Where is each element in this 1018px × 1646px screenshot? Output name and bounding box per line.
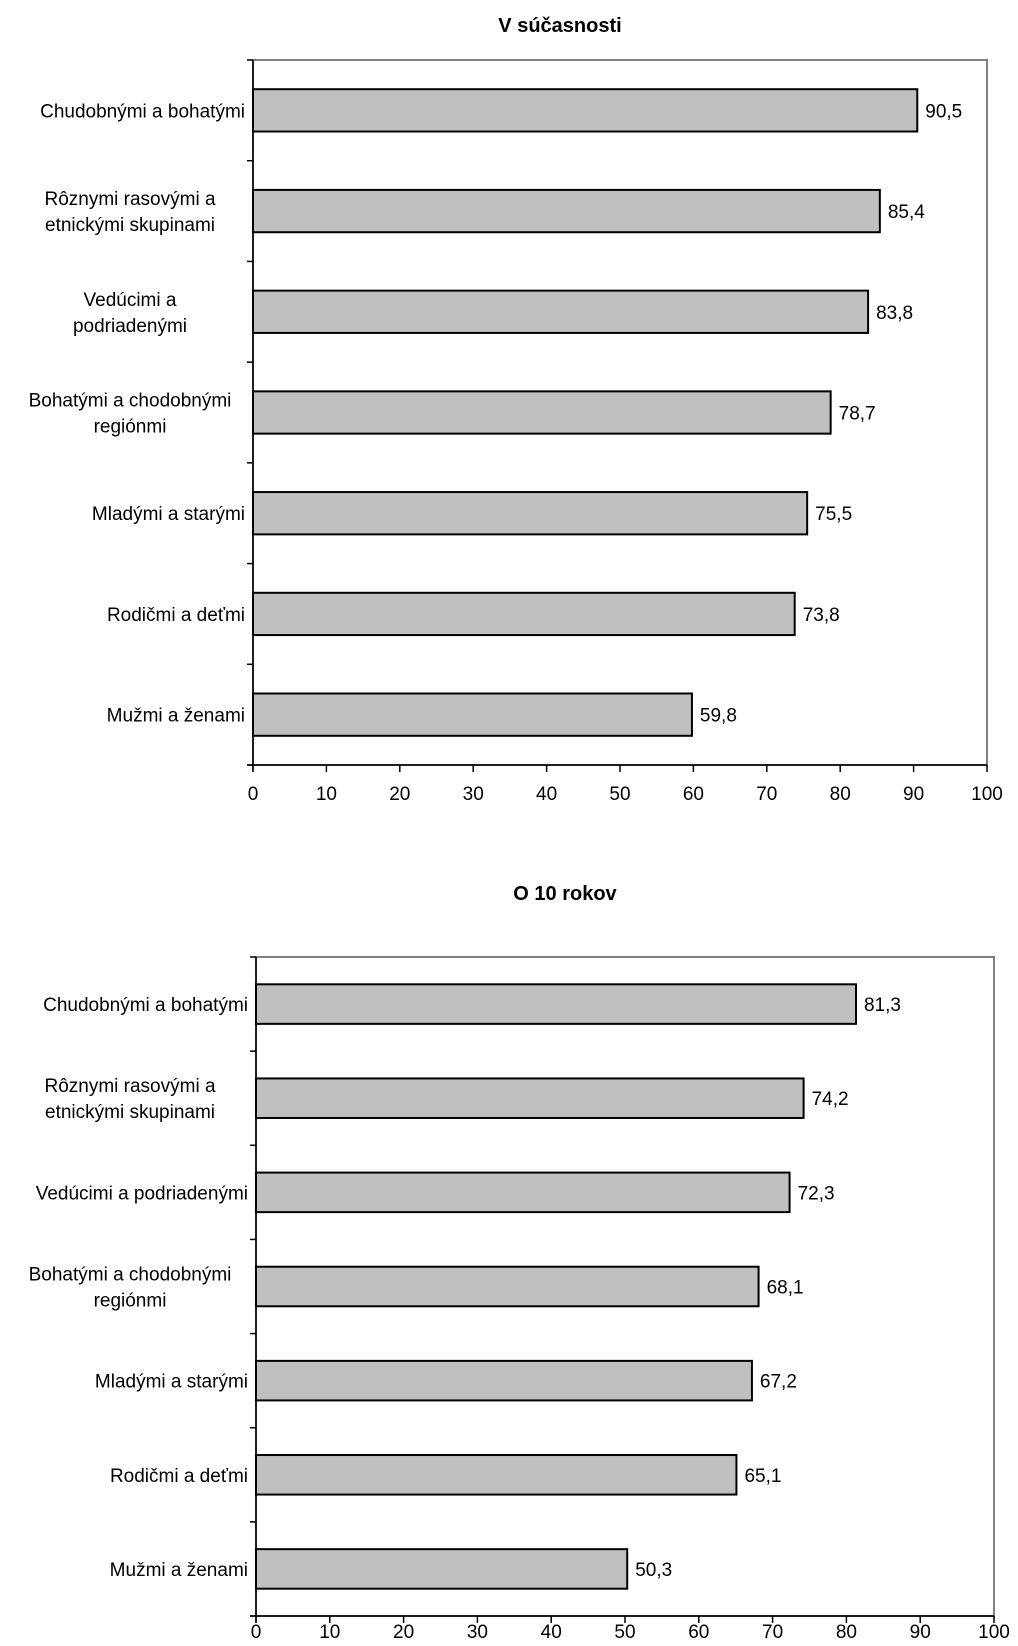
- x-tick-label: 10: [316, 784, 337, 805]
- bar: [255, 1171, 791, 1214]
- data-label: 65,1: [744, 1466, 781, 1487]
- bar: [255, 1359, 753, 1402]
- data-label: 75,5: [815, 504, 852, 525]
- data-label: 74,2: [812, 1089, 849, 1110]
- category-label: Rodičmi a deťmi: [107, 605, 245, 626]
- category-label: Chudobnými a bohatými: [40, 101, 245, 122]
- bar: [252, 591, 796, 637]
- bar: [255, 1265, 760, 1308]
- category-label: Vedúcimi a: [84, 290, 177, 311]
- chart-present: V súčasnosti 0 10 20 30 40 50 60 70 80 90 100 90,5 Ch…: [29, 15, 1003, 805]
- x-tick-label: 100: [971, 784, 1003, 805]
- x-tick-label: 70: [762, 1622, 783, 1643]
- category-label: Bohatými a chodobnými: [29, 1265, 232, 1286]
- x-tick-label: 20: [389, 784, 410, 805]
- data-label: 85,4: [888, 202, 925, 223]
- data-label: 90,5: [925, 101, 962, 122]
- bar: [255, 983, 857, 1025]
- category-label: Bohatými a chodobnými: [29, 391, 232, 412]
- category-label: Mužmi a ženami: [110, 1560, 248, 1581]
- category-label: Mladými a starými: [95, 1372, 248, 1393]
- data-label: 72,3: [798, 1183, 835, 1204]
- bar: [252, 289, 870, 334]
- category-label: Rôznymi rasovými a: [44, 1076, 215, 1097]
- category-label: regiónmi: [94, 1291, 167, 1312]
- x-tick-label: 70: [756, 784, 777, 805]
- x-tick-label: 80: [836, 1622, 857, 1643]
- category-label: Rodičmi a deťmi: [110, 1466, 248, 1487]
- chart-title: O 10 rokov: [513, 883, 617, 905]
- data-label: 50,3: [635, 1560, 672, 1581]
- data-label: 67,2: [760, 1372, 797, 1393]
- x-tick-label: 0: [251, 1622, 262, 1643]
- bar: [255, 1077, 805, 1119]
- data-label: 59,8: [700, 706, 737, 727]
- data-label: 81,3: [864, 995, 901, 1016]
- x-tick-label: 60: [688, 1622, 709, 1643]
- category-label: regiónmi: [94, 417, 167, 438]
- data-label: 78,7: [839, 404, 876, 425]
- category-label: etnickými skupinami: [45, 215, 215, 236]
- category-label: Mladými a starými: [92, 504, 245, 525]
- x-tick-label: 40: [536, 784, 557, 805]
- x-tick-label: 60: [683, 784, 704, 805]
- category-label: podriadenými: [73, 316, 187, 337]
- data-label: 73,8: [803, 605, 840, 626]
- bar: [252, 88, 919, 133]
- category-label: Vedúcimi a podriadenými: [36, 1183, 248, 1204]
- x-tick-label: 30: [463, 784, 484, 805]
- bar: [252, 491, 809, 536]
- x-tick-label: 0: [248, 784, 259, 805]
- x-tick-label: 100: [978, 1622, 1010, 1643]
- x-tick-label: 20: [393, 1622, 414, 1643]
- category-label: Chudobnými a bohatými: [43, 995, 248, 1016]
- category-label: Rôznymi rasovými a: [44, 189, 215, 210]
- bar: [252, 692, 693, 737]
- x-tick-label: 40: [541, 1622, 562, 1643]
- x-tick-label: 30: [467, 1622, 488, 1643]
- category-label: Mužmi a ženami: [107, 706, 245, 727]
- x-tick-label: 50: [609, 784, 630, 805]
- x-tick-label: 10: [319, 1622, 340, 1643]
- data-label: 83,8: [876, 303, 913, 324]
- x-tick-label: 50: [614, 1622, 635, 1643]
- chart-in-10-years: O 10 rokov 0 10 20 30 40 50 60 70 80 90 100 81,3 Chud…: [29, 883, 1010, 1643]
- bar: [255, 1454, 738, 1496]
- x-tick-label: 90: [910, 1622, 931, 1643]
- chart-title: V súčasnosti: [498, 15, 621, 37]
- bar: [252, 188, 881, 234]
- bar: [252, 390, 832, 435]
- data-label: 68,1: [767, 1278, 804, 1299]
- category-label: etnickými skupinami: [45, 1102, 215, 1123]
- x-tick-label: 90: [903, 784, 924, 805]
- bar: [255, 1548, 629, 1590]
- x-tick-label: 80: [830, 784, 851, 805]
